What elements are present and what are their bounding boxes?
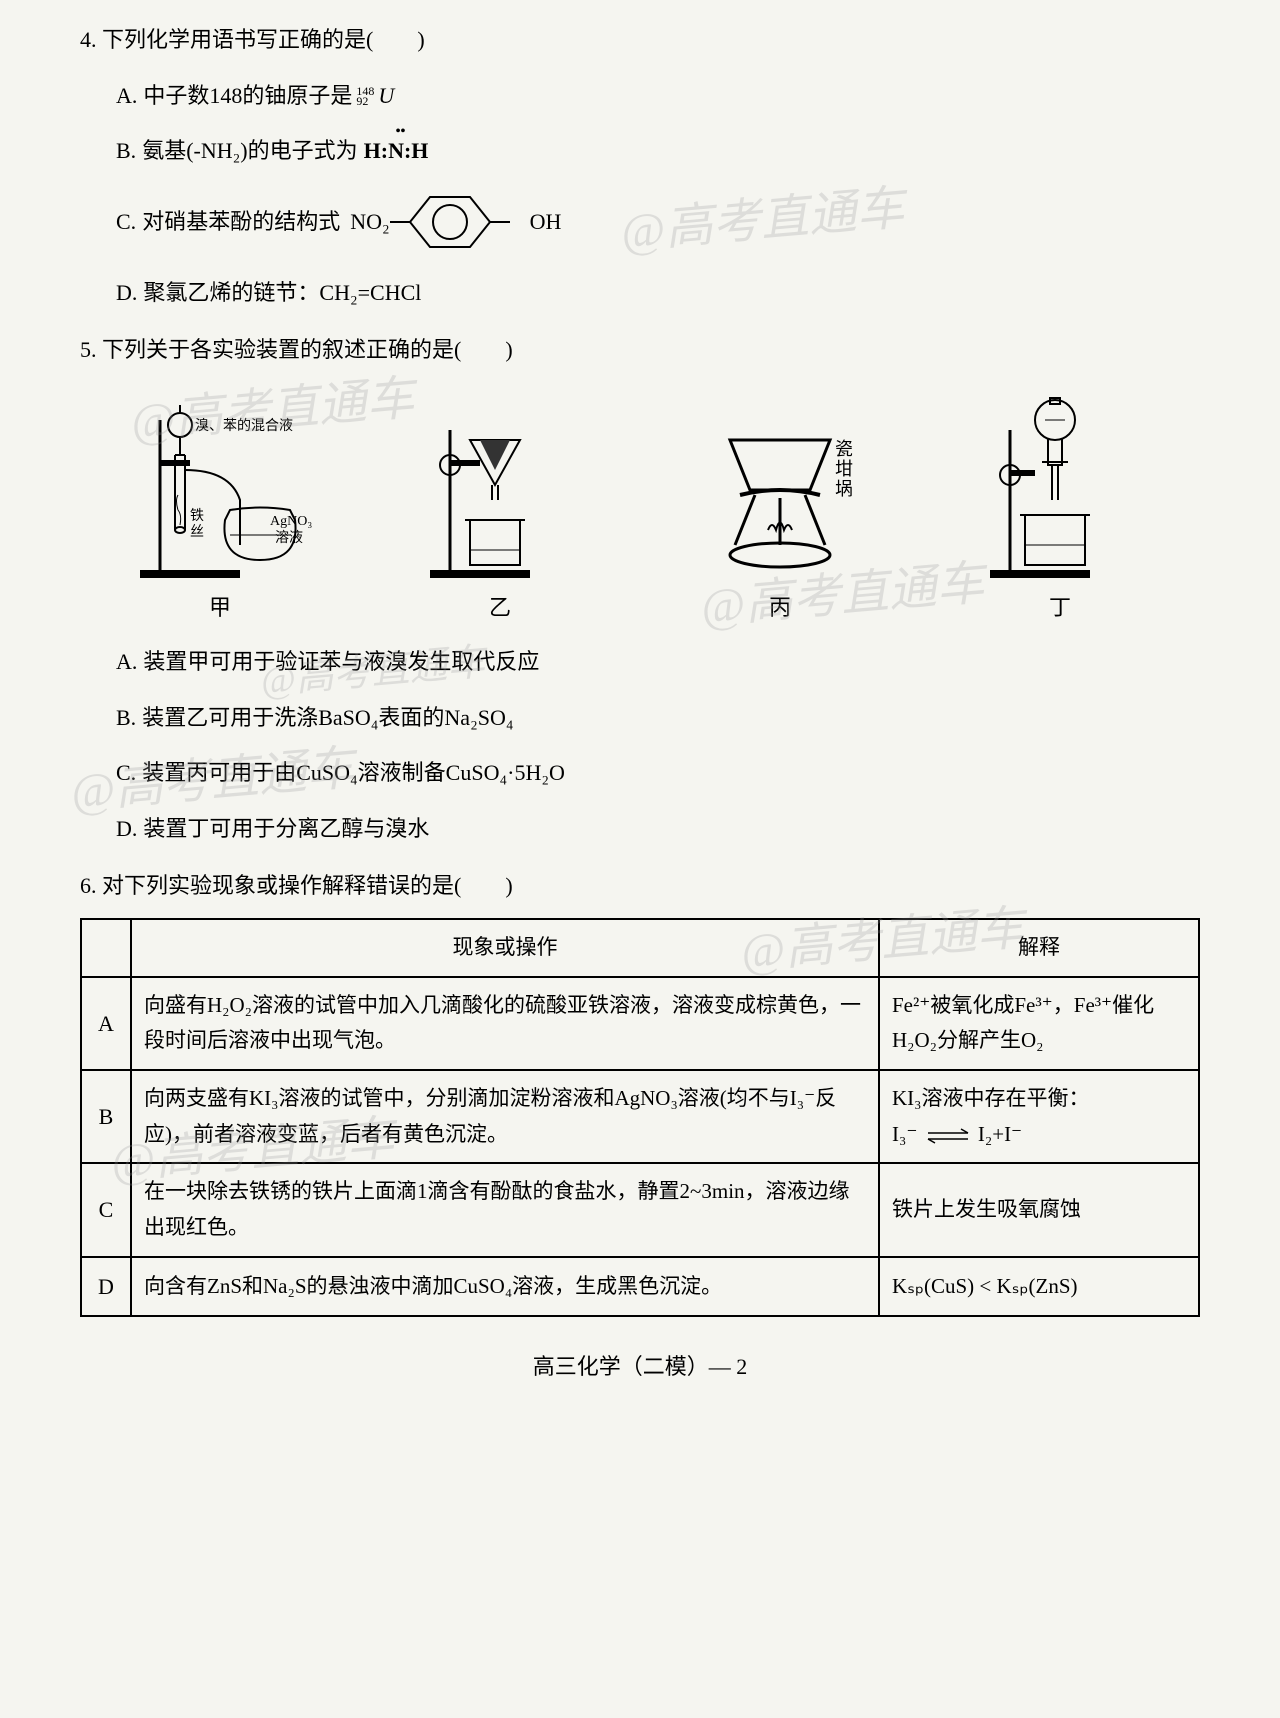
option-text: 装置甲可用于验证苯与液溴发生取代反应 [143,642,539,682]
q5-option-c: C. 装置丙可用于由CuSO₄溶液制备CuSO₄·5H₂O [116,753,1200,793]
question-4: 4. 下列化学用语书写正确的是( ) A. 中子数148的铀原子是 148 92… [80,20,1200,312]
option-text: 装置丙可用于由CuSO₄溶液制备CuSO₄·5H₂O [142,753,565,793]
svg-text:丝: 丝 [190,524,204,540]
label-jia: 甲 [110,590,330,622]
svg-text:埚: 埚 [835,479,853,499]
option-label: A. [116,76,137,116]
phenomenon-c: 在一块除去铁锈的铁片上面滴1滴含有酚酞的食盐水，静置2~3min，溶液边缘出现红… [131,1163,879,1256]
option-label: A. [116,642,137,682]
question-5: 5. 下列关于各实验装置的叙述正确的是( ) 溴、苯的混合液 [80,330,1200,848]
explanation-d: Kₛₚ(CuS) < Kₛₚ(ZnS) [879,1257,1199,1316]
q4-stem-text: 下列化学用语书写正确的是( ) [102,27,425,52]
question-6: 6. 对下列实验现象或操作解释错误的是( ) 现象或操作 解释 A 向盛有H₂O… [80,866,1200,1317]
option-text: 装置乙可用于洗涤BaSO₄表面的Na₂SO₄ [142,698,513,738]
label-bing: 丙 [670,590,890,622]
option-label: C. [116,753,136,793]
q5-option-b: B. 装置乙可用于洗涤BaSO₄表面的Na₂SO₄ [116,698,1200,738]
label-ding: 丁 [950,590,1170,622]
option-text: 氨基(-NH₂)的电子式为 [142,131,357,171]
row-label-a: A [81,977,131,1070]
header-blank [81,919,131,977]
q6-stem: 6. 对下列实验现象或操作解释错误的是( ) [80,866,1200,906]
q5-stem: 5. 下列关于各实验装置的叙述正确的是( ) [80,330,1200,370]
apparatus-ding-icon [970,390,1150,580]
phenomenon-d: 向含有ZnS和Na₂S的悬浊液中滴加CuSO₄溶液，生成黑色沉淀。 [131,1257,879,1316]
apparatus-jia-icon: 溴、苯的混合液 铁 丝 AgNO₃ 溶液 [110,400,330,580]
phenomenon-a: 向盛有H₂O₂溶液的试管中加入几滴酸化的硫酸亚铁溶液，溶液变成棕黄色，一段时间后… [131,977,879,1070]
apparatus-bing-icon: 瓷 坩 埚 [680,400,880,580]
phenomenon-b: 向两支盛有KI₃溶液的试管中，分别滴加淀粉溶液和AgNO₃溶液(均不与I₃⁻反应… [131,1070,879,1163]
nitrophenol-formula: NO₂ OH [350,187,561,257]
q5-number: 5. [80,337,97,362]
option-label: B. [116,131,136,171]
q5-stem-text: 下列关于各实验装置的叙述正确的是( ) [102,337,513,362]
svg-text:坩: 坩 [835,459,853,479]
svg-text:溶液: 溶液 [275,530,303,546]
q4-option-b: B. 氨基(-NH₂)的电子式为 •• H:N:H [116,131,1200,171]
equilibrium-arrow-icon [923,1128,973,1144]
table-row-d: D 向含有ZnS和Na₂S的悬浊液中滴加CuSO₄溶液，生成黑色沉淀。 Kₛₚ(… [81,1257,1199,1316]
q6-table: 现象或操作 解释 A 向盛有H₂O₂溶液的试管中加入几滴酸化的硫酸亚铁溶液，溶液… [80,918,1200,1317]
apparatus-jia: 溴、苯的混合液 铁 丝 AgNO₃ 溶液 [110,400,330,580]
option-text: 对硝基苯酚的结构式 [142,202,340,242]
apparatus-yi [390,400,610,580]
row-label-c: C [81,1163,131,1256]
q6-number: 6. [80,873,97,898]
explanation-c: 铁片上发生吸氧腐蚀 [879,1163,1199,1256]
table-row-c: C 在一块除去铁锈的铁片上面滴1滴含有酚酞的食盐水，静置2~3min，溶液边缘出… [81,1163,1199,1256]
q4-option-d: D. 聚氯乙烯的链节：CH₂=CHCl [116,273,1200,313]
isotope-formula: 148 92 U [356,76,394,116]
option-label: D. [116,809,137,849]
option-text: 装置丁可用于分离乙醇与溴水 [143,809,429,849]
row-label-b: B [81,1070,131,1163]
q6-stem-text: 对下列实验现象或操作解释错误的是( ) [102,873,513,898]
option-label: B. [116,698,136,738]
q5-option-a: A. 装置甲可用于验证苯与液溴发生取代反应 [116,642,1200,682]
table-header-row: 现象或操作 解释 [81,919,1199,977]
option-label: D. [116,273,137,313]
q5-option-d: D. 装置丁可用于分离乙醇与溴水 [116,809,1200,849]
explanation-b: KI₃溶液中存在平衡： I₃⁻ I₂+I⁻ [879,1070,1199,1163]
header-phenomenon: 现象或操作 [131,919,879,977]
jia-label-wire: 铁 [190,508,204,524]
apparatus-bing: 瓷 坩 埚 [670,400,890,580]
table-row-a: A 向盛有H₂O₂溶液的试管中加入几滴酸化的硫酸亚铁溶液，溶液变成棕黄色，一段时… [81,977,1199,1070]
q4-number: 4. [80,27,97,52]
table-row-b: B 向两支盛有KI₃溶液的试管中，分别滴加淀粉溶液和AgNO₃溶液(均不与I₃⁻… [81,1070,1199,1163]
label-yi: 乙 [390,590,610,622]
q4-option-c: C. 对硝基苯酚的结构式 NO₂ OH [116,187,1200,257]
row-label-d: D [81,1257,131,1316]
option-label: C. [116,202,136,242]
jia-label-agno3: AgNO₃ [270,514,312,529]
apparatus-yi-icon [410,400,590,580]
benzene-ring-icon [390,187,530,257]
apparatus-row: 溴、苯的混合液 铁 丝 AgNO₃ 溶液 [80,390,1200,580]
lewis-structure: •• H:N:H [364,131,429,171]
option-text: 聚氯乙烯的链节：CH₂=CHCl [143,273,421,313]
apparatus-ding [950,390,1170,580]
page-footer: 高三化学（二模）— 2 [80,1349,1200,1381]
explanation-a: Fe²⁺被氧化成Fe³⁺，Fe³⁺催化H₂O₂分解产生O₂ [879,977,1199,1070]
q4-option-a: A. 中子数148的铀原子是 148 92 U [116,76,1200,116]
option-text: 中子数148的铀原子是 [143,76,352,116]
apparatus-labels: 甲 乙 丙 丁 [80,590,1200,622]
bing-label-crucible: 瓷 [835,439,853,459]
header-explanation: 解释 [879,919,1199,977]
q4-stem: 4. 下列化学用语书写正确的是( ) [80,20,1200,60]
jia-label-mix: 溴、苯的混合液 [195,417,293,434]
